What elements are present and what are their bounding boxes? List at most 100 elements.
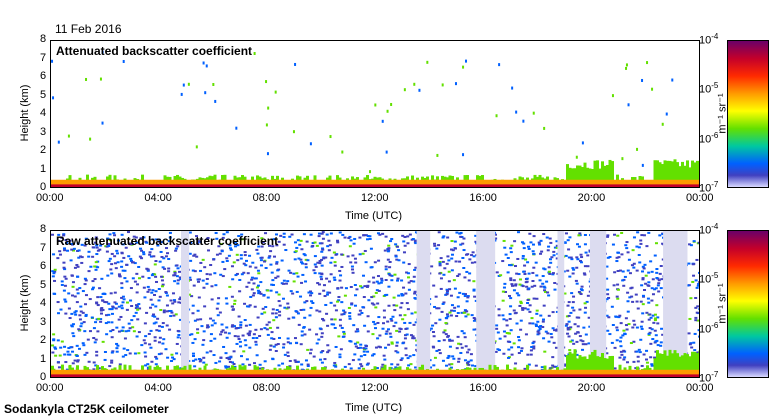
- noise-cell: [575, 282, 579, 285]
- noise-cell: [64, 277, 68, 280]
- sparse-echo: [661, 122, 664, 126]
- noise-cell: [414, 239, 418, 242]
- noise-cell: [196, 309, 200, 312]
- noise-cell: [326, 344, 330, 347]
- noise-cell: [135, 304, 139, 307]
- noise-cell: [534, 364, 538, 367]
- sparse-echo: [180, 92, 183, 96]
- noise-cell: [163, 267, 167, 270]
- noise-cell: [333, 278, 337, 281]
- y-tick-label: 5: [40, 278, 47, 291]
- noise-cell: [130, 261, 134, 264]
- noise-cell: [387, 247, 391, 250]
- noise-cell: [275, 233, 279, 236]
- noise-cell: [645, 311, 649, 314]
- noise-cell: [343, 236, 347, 239]
- noise-cell: [260, 245, 264, 248]
- noise-cell: [70, 248, 74, 251]
- noise-cell: [579, 253, 583, 256]
- noise-cell: [552, 341, 556, 344]
- noise-cell: [456, 335, 460, 338]
- sparse-echo: [374, 103, 377, 107]
- boundary-layer: [688, 356, 692, 377]
- noise-cell: [225, 257, 229, 260]
- y-tick-label: 1: [40, 162, 47, 175]
- noise-cell: [153, 273, 157, 276]
- noise-cell: [96, 249, 100, 252]
- noise-cell: [57, 366, 61, 369]
- noise-cell: [577, 245, 581, 248]
- sparse-echo: [625, 66, 628, 70]
- noise-cell: [517, 231, 521, 234]
- noise-cell: [579, 339, 583, 342]
- noise-cell: [687, 332, 691, 335]
- noise-cell: [529, 349, 533, 352]
- y-tick-label: 3: [40, 315, 47, 328]
- noise-cell: [619, 336, 623, 339]
- noise-cell: [316, 261, 320, 264]
- noise-cell: [631, 300, 635, 303]
- noise-cell: [373, 327, 377, 330]
- noise-cell: [641, 265, 645, 268]
- noise-cell: [627, 323, 631, 326]
- noise-cell: [551, 272, 555, 275]
- sparse-echo: [426, 60, 429, 64]
- noise-cell: [149, 329, 153, 332]
- noise-cell: [512, 279, 516, 282]
- noise-cell: [147, 277, 151, 280]
- x-axis-label: Time (UTC): [345, 210, 403, 222]
- noise-cell: [228, 247, 232, 250]
- noise-cell: [384, 268, 388, 271]
- noise-cell: [353, 304, 357, 307]
- noise-cell: [62, 261, 66, 264]
- noise-cell: [433, 356, 437, 359]
- boundary-layer: [566, 164, 569, 187]
- noise-cell: [320, 335, 324, 338]
- noise-cell: [274, 276, 278, 279]
- noise-cell: [214, 232, 218, 235]
- noise-cell: [438, 264, 442, 267]
- noise-cell: [441, 260, 445, 263]
- noise-cell: [531, 250, 535, 253]
- noise-cell: [312, 355, 316, 358]
- boundary-layer: [568, 351, 572, 377]
- noise-cell: [435, 247, 439, 250]
- noise-cell: [62, 247, 66, 250]
- noise-cell: [160, 325, 164, 328]
- noise-cell: [145, 241, 149, 244]
- noise-cell: [98, 287, 102, 290]
- noise-cell: [224, 297, 228, 300]
- x-tick-label: 04:00: [144, 192, 172, 204]
- noise-cell: [259, 367, 263, 370]
- noise-cell: [277, 364, 281, 367]
- noise-cell: [353, 342, 357, 345]
- noise-cell: [95, 246, 99, 249]
- noise-cell: [494, 237, 498, 240]
- noise-cell: [386, 320, 390, 323]
- boundary-layer: [601, 353, 604, 377]
- noise-cell: [521, 257, 525, 260]
- noise-cell: [380, 277, 384, 280]
- noise-cell: [277, 293, 281, 296]
- noise-cell: [237, 338, 241, 341]
- noise-cell: [326, 245, 330, 248]
- noise-cell: [321, 247, 325, 250]
- noise-cell: [468, 258, 472, 261]
- noise-cell: [206, 324, 210, 327]
- noise-cell: [607, 296, 611, 299]
- noise-cell: [378, 334, 382, 337]
- noise-cell: [159, 250, 163, 253]
- noise-cell: [106, 321, 110, 324]
- noise-cell: [53, 279, 57, 282]
- noise-cell: [531, 280, 535, 283]
- noise-cell: [453, 240, 457, 243]
- noise-cell: [384, 235, 388, 238]
- noise-cell: [109, 292, 113, 295]
- noise-cell: [202, 356, 206, 359]
- noise-cell: [522, 242, 526, 245]
- noise-cell: [87, 255, 91, 258]
- noise-cell: [298, 243, 302, 246]
- noise-cell: [274, 350, 278, 353]
- noise-cell: [621, 270, 625, 273]
- noise-cell: [553, 288, 557, 291]
